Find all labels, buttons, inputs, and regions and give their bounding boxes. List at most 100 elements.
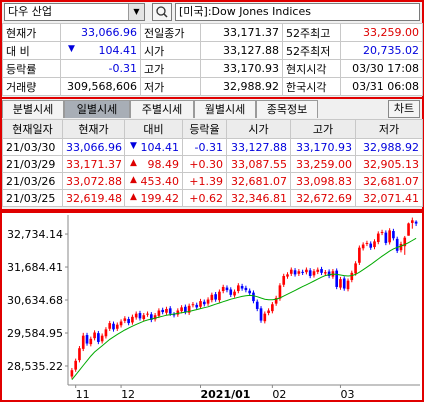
value: 33,127.88 bbox=[200, 41, 283, 60]
rate: -0.31 bbox=[182, 138, 227, 156]
candle-body bbox=[142, 315, 146, 320]
chart: 32,734.14 31,684.41 30,634.68 29,584.95 28,5… bbox=[0, 211, 424, 402]
candle-body bbox=[180, 307, 183, 312]
moving-average bbox=[71, 237, 417, 381]
candle-body bbox=[74, 360, 77, 370]
y-tick-label: 30,634.68 bbox=[7, 294, 63, 307]
candle-body bbox=[244, 287, 248, 291]
candle-body bbox=[78, 348, 81, 361]
dropdown-arrow: ▼ bbox=[128, 4, 144, 20]
candle-body bbox=[202, 301, 206, 305]
value: -0.31 bbox=[60, 59, 141, 78]
price: 32,619.48 bbox=[62, 189, 125, 207]
column-header: 고가 bbox=[290, 119, 356, 139]
high: 33,170.93 bbox=[290, 138, 356, 156]
value: 03/30 17:08 bbox=[340, 59, 423, 78]
low: 32,905.13 bbox=[355, 155, 423, 173]
change-cell: ▲ 98.49 bbox=[124, 155, 183, 173]
high: 32,672.69 bbox=[290, 189, 356, 207]
label: 등락률 bbox=[2, 59, 61, 78]
candle-body bbox=[146, 313, 149, 315]
candle-body bbox=[376, 233, 380, 243]
tab[interactable]: 종목정보 bbox=[256, 100, 318, 118]
chart-frame bbox=[0, 211, 424, 402]
candle-body bbox=[342, 278, 346, 289]
arrow: ▲ bbox=[130, 191, 137, 202]
y-tick-label: 29,584.95 bbox=[7, 327, 63, 340]
candle-body bbox=[271, 304, 274, 312]
candle-body bbox=[346, 280, 350, 290]
tab[interactable]: 일별시세 bbox=[64, 100, 130, 118]
candle-body bbox=[308, 270, 312, 276]
candle-body bbox=[199, 301, 202, 307]
candle-body bbox=[157, 310, 161, 316]
candle-body bbox=[392, 231, 395, 239]
candle-body bbox=[184, 306, 187, 313]
candle-body bbox=[407, 223, 410, 236]
candle-body bbox=[237, 285, 240, 292]
tab[interactable]: 월별시세 bbox=[194, 100, 256, 118]
candle-body bbox=[81, 335, 85, 349]
rate: +0.62 bbox=[182, 189, 227, 207]
candle-body bbox=[100, 335, 104, 342]
search-button[interactable] bbox=[152, 3, 172, 21]
candle-body bbox=[395, 238, 399, 251]
column-header: 현재일자 bbox=[2, 119, 63, 139]
candle-body bbox=[93, 332, 96, 339]
candle-body bbox=[267, 310, 270, 314]
candle-body bbox=[259, 308, 263, 321]
candle-body bbox=[161, 309, 164, 313]
change: 98.49 bbox=[147, 157, 180, 171]
candle-body bbox=[289, 269, 293, 274]
candle-body bbox=[369, 243, 373, 248]
candle-body bbox=[150, 314, 153, 320]
candle-body bbox=[373, 241, 376, 248]
label: 고가 bbox=[140, 59, 201, 78]
candle-body bbox=[263, 313, 267, 322]
candle-body bbox=[131, 316, 134, 323]
candle-body bbox=[380, 231, 384, 233]
daily-panel bbox=[0, 97, 424, 211]
value: 33,170.93 bbox=[200, 59, 283, 78]
candle-body bbox=[312, 271, 316, 276]
candle-body bbox=[286, 274, 289, 277]
low: 32,681.07 bbox=[355, 172, 423, 190]
symbol-dropdown[interactable]: 다우 산업 ▼ bbox=[4, 3, 145, 21]
candle-body bbox=[316, 269, 320, 272]
label: 전일종가 bbox=[140, 23, 201, 42]
column-header: 대비 bbox=[124, 119, 183, 139]
arrow: ▼ bbox=[130, 140, 137, 151]
label: 현재가 bbox=[2, 23, 61, 42]
tab[interactable]: 주별시세 bbox=[130, 100, 194, 118]
candle-body bbox=[282, 275, 286, 285]
tab[interactable]: 분별시세 bbox=[2, 100, 64, 118]
candle-body bbox=[240, 286, 244, 289]
candle-body bbox=[361, 244, 365, 249]
value: 33,171.37 bbox=[200, 23, 283, 42]
arrow: ▼ bbox=[68, 44, 75, 54]
candle-body bbox=[176, 310, 180, 315]
daily-table: 현재일자 현재가 대비 등락율 시가 고가 저가 21/03/30 33,066.96 ▼ 104… bbox=[2, 119, 423, 207]
label: 한국시각 bbox=[282, 77, 341, 96]
daily-row: 21/03/25 32,619.48 ▲ 199.42 +0.62 32,346.81 32… bbox=[2, 189, 423, 207]
change: 104.41 bbox=[140, 140, 180, 154]
label: 거래량 bbox=[2, 77, 61, 96]
symbol-text: 다우 산업 bbox=[8, 5, 52, 18]
rate: +1.39 bbox=[182, 172, 227, 190]
chart-button[interactable]: 차트 bbox=[388, 100, 420, 118]
candle-body bbox=[384, 232, 388, 243]
candle-body bbox=[165, 308, 168, 313]
x-tick-label: 2021/01 bbox=[201, 388, 251, 401]
candle-body bbox=[214, 294, 217, 300]
open: 33,127.88 bbox=[226, 138, 291, 156]
high: 33,098.83 bbox=[290, 172, 356, 190]
candle-body bbox=[89, 338, 93, 345]
date: 21/03/29 bbox=[2, 155, 63, 173]
open: 32,681.07 bbox=[226, 172, 291, 190]
value: 33,259.00 bbox=[340, 23, 423, 42]
market-name: [미국]:Dow Jones Indices bbox=[175, 3, 420, 21]
candle-body bbox=[248, 290, 251, 294]
candle-body bbox=[255, 301, 259, 309]
candle-body bbox=[138, 313, 142, 319]
candle-body bbox=[414, 221, 418, 224]
